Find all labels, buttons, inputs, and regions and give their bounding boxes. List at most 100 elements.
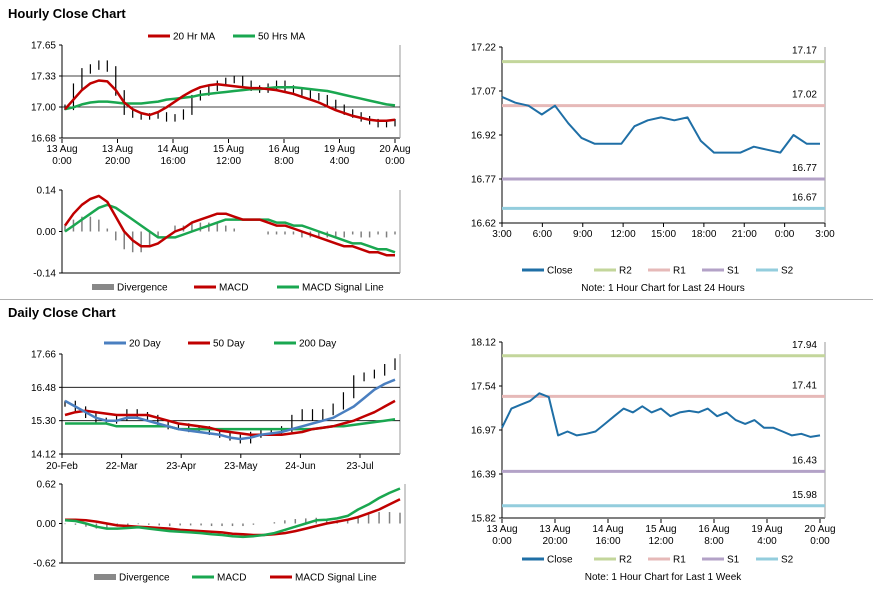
daily-price-y-tick-label: 14.12 (31, 450, 56, 461)
hourly-pivot-x-tick-label: 0:00 (775, 229, 795, 240)
daily-pivot-x-tick-label: 8:00 (704, 536, 724, 547)
daily-pivot-r2-label: 17.94 (792, 340, 817, 351)
daily-macd-chart: 0.62 0.00 -0.62 Divergence MACD MACD Signal L… (33, 480, 406, 584)
daily-pivot-x-tick-label: 15 Aug (645, 524, 676, 535)
daily-pivot-close-line (501, 392, 821, 438)
daily-price-x-tick-label: 23-Jul (346, 461, 373, 472)
hourly-macd-legend-label: MACD Signal Line (302, 283, 384, 294)
daily-macd-legend-label: MACD Signal Line (295, 573, 377, 584)
hourly-pivot-y-tick-label: 17.07 (471, 87, 496, 98)
daily-macd-legend-swatch (94, 574, 116, 580)
daily-price-x-tick-label: 22-Mar (106, 461, 138, 472)
hourly-macd-chart: 0.14 0.00 -0.14 Divergence MACD MACD Signal L… (33, 186, 401, 294)
hourly-price-x-tick-label: 16:00 (160, 156, 185, 167)
hourly-macd-legend-swatch (92, 284, 114, 290)
hourly-price-y-tick-label: 17.65 (31, 41, 56, 52)
hourly-macd-signal-line (64, 203, 396, 254)
hourly-close-chart-title: Hourly Close Chart (8, 6, 126, 21)
hourly-pivot-r1-label: 17.02 (792, 90, 817, 101)
daily-price-x-tick-label: 23-May (224, 461, 257, 472)
daily-pivot-x-tick-label: 0:00 (810, 536, 830, 547)
hourly-pivot-s1-label: 16.77 (792, 163, 817, 174)
hourly-price-y-tick-label: 16.68 (31, 134, 56, 145)
daily-macd-legend-label: Divergence (119, 573, 170, 584)
hourly-pivot-s2-label: 16.67 (792, 192, 817, 203)
hourly-pivot-legend-label: S1 (727, 266, 740, 277)
daily-pivot-s2-label: 15.98 (792, 490, 817, 501)
hourly-price-ma20-line (64, 79, 396, 122)
hourly-pivot-note: Note: 1 Hour Chart for Last 24 Hours (581, 283, 744, 294)
daily-price-legend-label: 20 Day (129, 339, 161, 350)
hourly-price-y-tick-label: 17.33 (31, 72, 56, 83)
hourly-price-y-tick-label: 17.00 (31, 103, 56, 114)
hourly-macd-y-tick-label: 0.00 (37, 227, 57, 238)
hourly-price-legend-label: 50 Hrs MA (258, 32, 306, 43)
daily-price-x-tick-label: 24-Jun (285, 461, 316, 472)
daily-pivot-x-tick-label: 20 Aug (804, 524, 835, 535)
daily-pivot-legend-label: S1 (727, 555, 740, 566)
daily-pivot-x-tick-label: 0:00 (492, 536, 512, 547)
hourly-price-ma50-line (64, 85, 396, 111)
daily-pivot-x-tick-label: 12:00 (648, 536, 673, 547)
daily-pivot-chart: 18.12 17.54 16.97 16.39 15.82 17.94 17.41 16.43… (471, 338, 836, 584)
hourly-macd-y-tick-label: 0.14 (37, 186, 57, 197)
daily-price-legend-label: 200 Day (299, 339, 336, 350)
hourly-pivot-x-tick-label: 3:00 (492, 229, 512, 240)
daily-pivot-y-tick-label: 15.82 (471, 514, 496, 525)
hourly-macd-legend-label: Divergence (117, 283, 168, 294)
hourly-pivot-y-tick-label: 17.22 (471, 43, 496, 54)
hourly-pivot-x-tick-label: 21:00 (732, 229, 757, 240)
hourly-macd-y-tick-label: -0.14 (33, 269, 56, 280)
daily-macd-y-tick-label: 0.00 (37, 519, 57, 530)
daily-macd-y-tick-label: -0.62 (33, 559, 56, 570)
hourly-pivot-legend-label: Close (547, 266, 573, 277)
daily-price-ma20-line (64, 378, 396, 441)
daily-pivot-legend-label: S2 (781, 555, 794, 566)
hourly-pivot-x-tick-label: 3:00 (815, 229, 835, 240)
daily-macd-legend-label: MACD (217, 573, 246, 584)
hourly-pivot-x-tick-label: 15:00 (651, 229, 676, 240)
daily-macd-line (64, 487, 401, 539)
hourly-pivot-x-tick-label: 18:00 (691, 229, 716, 240)
hourly-price-x-tick-label: 4:00 (330, 156, 350, 167)
hourly-price-x-tick-label: 14 Aug (157, 144, 188, 155)
section-divider (0, 299, 873, 300)
hourly-pivot-x-tick-label: 6:00 (533, 229, 553, 240)
hourly-price-x-tick-label: 8:00 (274, 156, 294, 167)
hourly-price-legend-label: 20 Hr MA (173, 32, 216, 43)
daily-pivot-y-tick-label: 18.12 (471, 338, 496, 349)
daily-price-legend-label: 50 Day (213, 339, 245, 350)
daily-pivot-r1-label: 17.41 (792, 380, 817, 391)
daily-price-ma200-line (65, 418, 396, 431)
hourly-price-x-tick-label: 20 Aug (379, 144, 410, 155)
daily-pivot-x-tick-label: 19 Aug (751, 524, 782, 535)
hourly-pivot-close-line (501, 95, 820, 154)
daily-pivot-x-tick-label: 16 Aug (698, 524, 729, 535)
hourly-pivot-y-tick-label: 16.77 (471, 175, 496, 186)
hourly-price-x-tick-label: 13 Aug (102, 144, 133, 155)
daily-price-y-tick-label: 17.66 (31, 350, 56, 361)
hourly-price-x-tick-label: 0:00 (385, 156, 405, 167)
daily-price-x-tick-label: 20-Feb (46, 461, 78, 472)
hourly-price-x-tick-label: 19 Aug (324, 144, 355, 155)
hourly-pivot-y-tick-label: 16.92 (471, 131, 496, 142)
daily-close-chart-title: Daily Close Chart (8, 305, 116, 320)
hourly-pivot-r2-label: 17.17 (792, 46, 817, 57)
hourly-pivot-legend-label: R1 (673, 266, 686, 277)
daily-pivot-legend-label: R2 (619, 555, 632, 566)
daily-pivot-legend-label: Close (547, 555, 573, 566)
daily-price-x-tick-label: 23-Apr (166, 461, 197, 472)
daily-price-ma50-line (64, 399, 396, 437)
hourly-pivot-x-tick-label: 9:00 (573, 229, 593, 240)
hourly-macd-line (63, 194, 395, 257)
hourly-price-x-tick-label: 20:00 (105, 156, 130, 167)
daily-pivot-x-tick-label: 13 Aug (539, 524, 570, 535)
daily-pivot-x-tick-label: 20:00 (542, 536, 567, 547)
hourly-pivot-x-tick-label: 12:00 (611, 229, 636, 240)
hourly-pivot-chart: 17.22 17.07 16.92 16.77 16.62 17.17 17.02 16.77… (471, 43, 835, 295)
hourly-price-x-tick-label: 13 Aug (46, 144, 77, 155)
daily-pivot-x-tick-label: 13 Aug (486, 524, 517, 535)
hourly-price-x-tick-label: 16 Aug (268, 144, 299, 155)
